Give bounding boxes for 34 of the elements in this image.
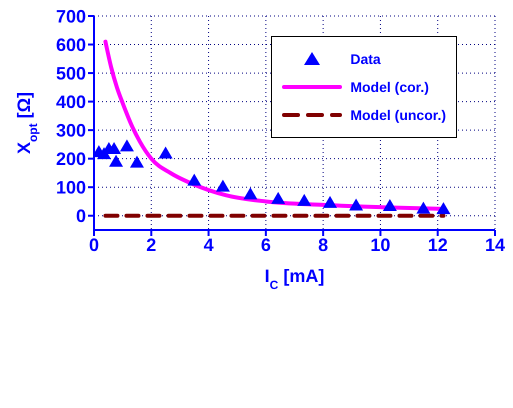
y-tick-label: 600	[56, 34, 86, 55]
x-tick-label: 6	[260, 234, 271, 255]
point	[349, 198, 364, 210]
legend-label: Model (cor.)	[350, 79, 429, 95]
x-axis-title: I$_{C}$ [mA]	[264, 266, 324, 292]
point	[120, 139, 134, 152]
y-tick-label: 500	[56, 63, 86, 84]
x-tick-label: 0	[88, 234, 100, 255]
point	[216, 180, 230, 192]
point	[382, 199, 397, 212]
x-tick-label: 12	[428, 234, 448, 255]
point	[109, 154, 124, 167]
legend-label: Model (uncor.)	[350, 107, 446, 123]
point	[436, 202, 450, 214]
point	[158, 146, 173, 159]
x-tick-label: 8	[318, 234, 328, 255]
x-tick-label: 14	[484, 234, 506, 255]
y-tick-label: 300	[56, 120, 86, 141]
y-tick-label: 400	[56, 92, 86, 112]
x-tick-label: 2	[146, 234, 156, 255]
y-tick-label: 0	[76, 206, 86, 226]
point	[323, 196, 338, 208]
x-tick-label: 4	[204, 234, 214, 255]
y-tick-label: 200	[56, 149, 86, 170]
y-tick-label: 100	[56, 178, 86, 198]
point	[416, 202, 430, 214]
point	[130, 156, 144, 168]
x-tick-label: 10	[370, 234, 390, 255]
point	[187, 174, 202, 186]
point	[243, 187, 258, 200]
point	[297, 194, 312, 206]
point	[271, 192, 286, 204]
legend-label: Data	[350, 51, 381, 67]
y-tick-label: 700	[56, 6, 86, 26]
